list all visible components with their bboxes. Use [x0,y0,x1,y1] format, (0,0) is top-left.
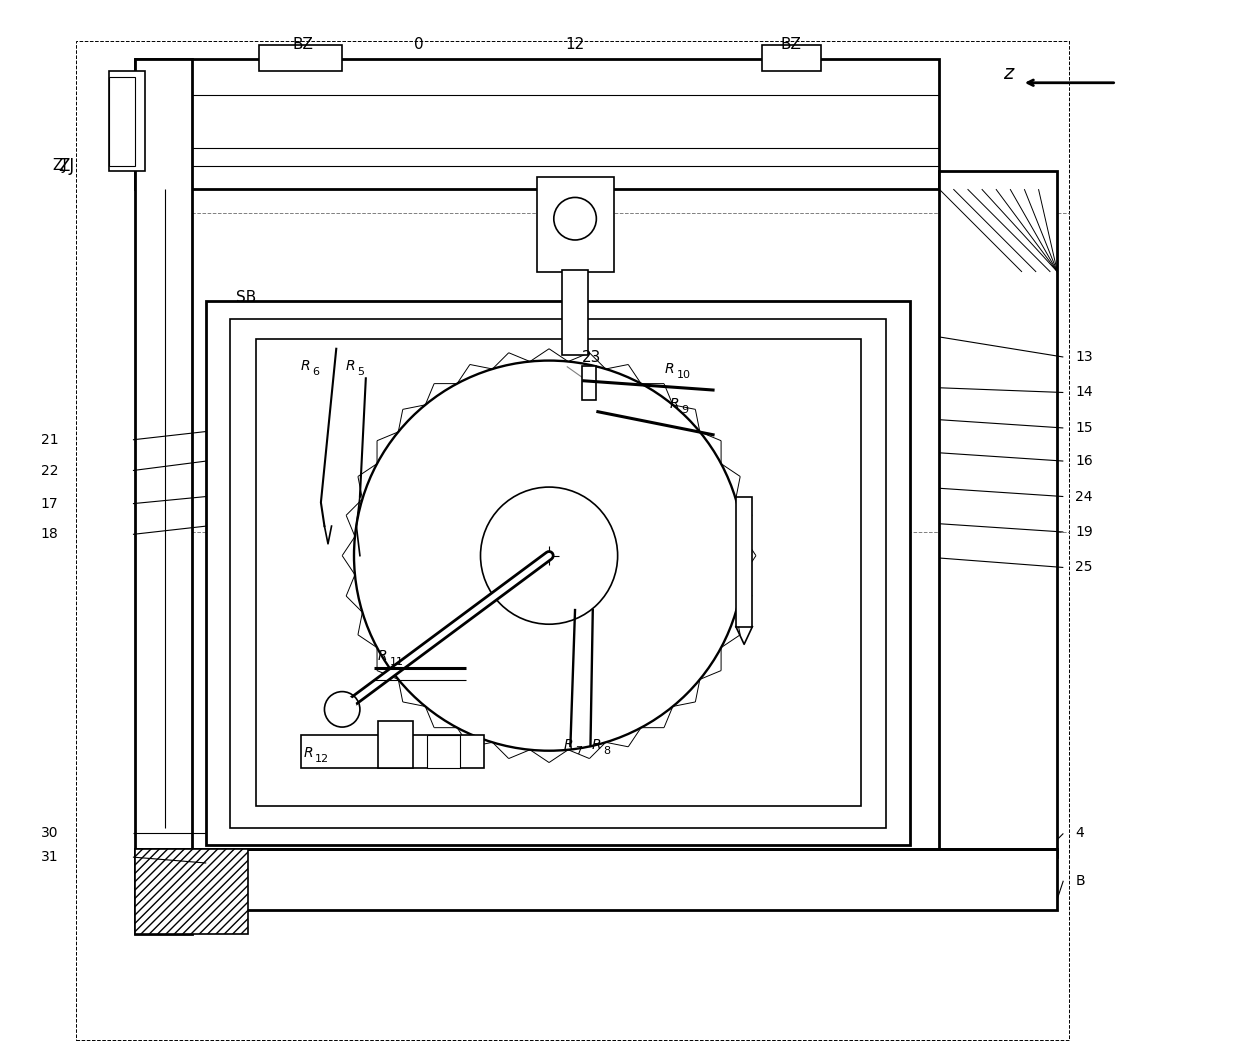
Bar [206,301,910,845]
Text: 25: 25 [1075,561,1092,575]
Text: ZJ: ZJ [58,156,74,174]
Bar [229,319,887,828]
Bar [109,77,135,166]
Text: R: R [346,360,356,373]
Bar [939,171,1058,858]
Text: 4: 4 [1075,827,1084,841]
Bar [135,60,939,189]
Text: 9: 9 [682,405,688,415]
Bar [735,497,753,627]
Bar [761,45,821,71]
Text: 21: 21 [41,433,58,447]
Text: 0: 0 [414,37,424,52]
Text: 11: 11 [389,658,403,667]
Text: R: R [378,649,387,663]
Bar [135,60,192,934]
Text: 17: 17 [41,497,58,511]
Text: 31: 31 [41,850,58,864]
Bar [259,45,342,71]
Text: R: R [303,746,312,760]
Bar [428,735,460,768]
Text: 16: 16 [1075,454,1092,468]
Bar [582,366,596,400]
Text: SB: SB [236,290,255,305]
Text: R: R [665,362,675,376]
Text: BZ: BZ [293,37,314,52]
Text: 8: 8 [604,746,610,755]
Text: 6: 6 [312,367,320,378]
Text: R: R [670,397,680,412]
Text: 7: 7 [575,746,583,755]
Text: 14: 14 [1075,385,1092,399]
Text: 12: 12 [565,37,585,52]
Text: 18: 18 [41,528,58,542]
Text: R: R [563,737,573,752]
Text: 10: 10 [677,370,691,380]
Bar [109,71,145,171]
Text: ZJ: ZJ [52,159,67,173]
Text: 24: 24 [1075,489,1092,503]
Text: BZ: BZ [781,37,802,52]
Circle shape [329,695,356,724]
Bar [301,735,484,768]
Bar [76,41,1069,1041]
Bar [135,849,1058,911]
Text: 30: 30 [41,827,58,841]
Bar [255,339,861,807]
Text: 19: 19 [1075,525,1092,539]
Bar [378,721,413,768]
Text: z: z [1003,64,1013,83]
Text: R: R [591,737,601,752]
Text: 12: 12 [315,754,329,764]
Text: 13: 13 [1075,350,1092,364]
Text: 5: 5 [357,367,365,378]
Text: 15: 15 [1075,421,1092,435]
Bar [135,849,248,934]
Bar [537,178,614,272]
Text: 23: 23 [582,350,601,365]
Text: 22: 22 [41,464,58,478]
Text: B: B [1075,874,1085,887]
Text: R: R [301,360,310,373]
Bar [562,269,588,354]
